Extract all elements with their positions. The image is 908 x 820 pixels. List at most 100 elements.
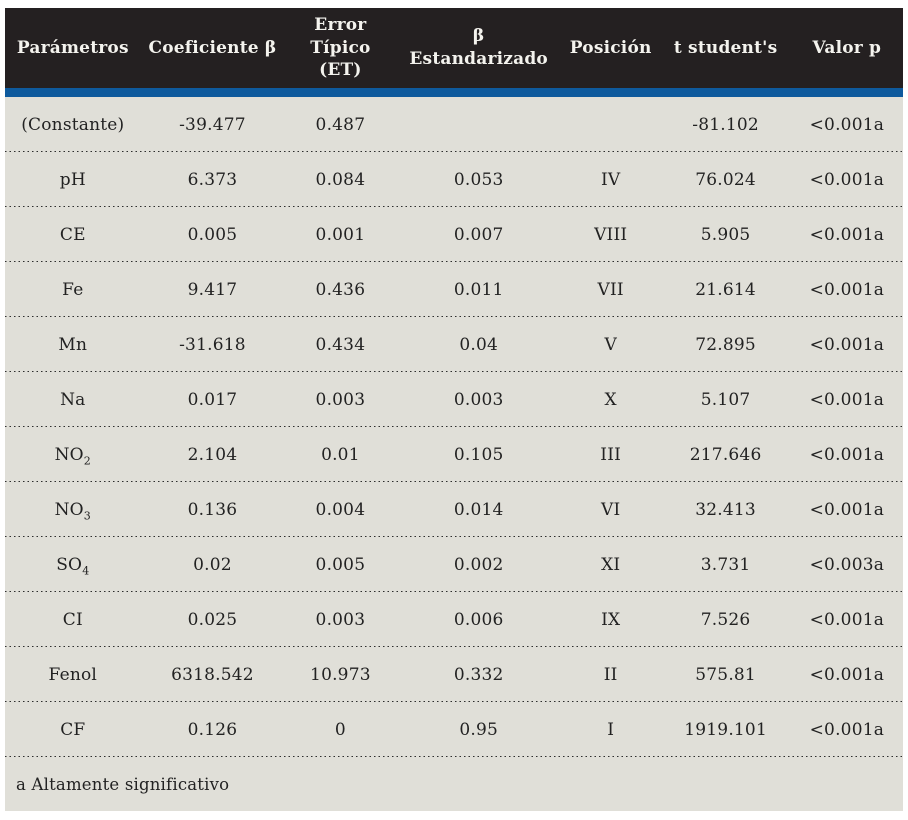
- table-row-mn: Mn -31.618 0.434 0.04 V 72.895 <0.001a: [5, 317, 903, 373]
- posicion-cell: VI: [600, 499, 621, 520]
- posicion-cell: XI: [601, 554, 621, 575]
- p-cell: <0.001a: [809, 609, 885, 630]
- param-cell: Na: [5, 390, 141, 410]
- t-cell: 5.905: [700, 224, 751, 245]
- beta-std-cell: 0.006: [453, 609, 504, 630]
- table-row-na: Na 0.017 0.003 0.003 X 5.107 <0.001a: [5, 372, 903, 428]
- posicion-cell: II: [603, 664, 618, 685]
- table-row-no2: NO2 2.104 0.01 0.105 III 217.646 <0.001a: [5, 427, 903, 483]
- posicion-cell: VIII: [594, 224, 628, 245]
- table-body: (Constante) -39.477 0.487 -81.102 <0.001…: [5, 97, 903, 811]
- et-cell: 0.005: [315, 554, 366, 575]
- param-subscript: 4: [82, 563, 90, 577]
- param-label: NO: [54, 499, 84, 520]
- table-row-ce: CE 0.005 0.001 0.007 VIII 5.905 <0.001a: [5, 207, 903, 263]
- table-header-row: Parámetros Coeficiente β Error Típico (E…: [5, 8, 903, 88]
- param-cell: NO3: [5, 499, 141, 522]
- param-cell: CE: [5, 225, 141, 245]
- table-row-cf: CF 0.126 0 0.95 I 1919.101 <0.001a: [5, 702, 903, 758]
- param-label: CE: [59, 224, 86, 245]
- posicion-cell: I: [607, 719, 615, 740]
- t-cell: 575.81: [695, 664, 756, 685]
- t-cell: 21.614: [695, 279, 756, 300]
- col-header-valor-p: Valor p: [812, 37, 882, 58]
- beta-std-cell: 0.95: [459, 719, 498, 740]
- t-cell: 217.646: [689, 444, 762, 465]
- param-cell: (Constante): [5, 115, 141, 135]
- beta-std-cell: 0.332: [453, 664, 504, 685]
- t-cell: 76.024: [695, 169, 756, 190]
- posicion-cell: X: [604, 389, 617, 410]
- p-cell: <0.001a: [809, 499, 885, 520]
- t-cell: 7.526: [700, 609, 751, 630]
- p-cell: <0.001a: [809, 444, 885, 465]
- et-cell: 0.487: [315, 114, 366, 135]
- p-cell: <0.001a: [809, 114, 885, 135]
- et-cell: 0.436: [315, 279, 366, 300]
- param-cell: NO2: [5, 444, 141, 466]
- et-cell: 0.084: [315, 169, 366, 190]
- p-cell: <0.001a: [809, 224, 885, 245]
- coef-cell: 6318.542: [171, 664, 254, 685]
- posicion-cell: V: [604, 334, 617, 355]
- coef-cell: 9.417: [187, 279, 238, 300]
- beta-std-cell: 0.007: [453, 224, 504, 245]
- param-label: CI: [62, 609, 83, 630]
- coef-cell: 6.373: [187, 169, 238, 190]
- t-cell: -81.102: [692, 114, 759, 135]
- param-label: pH: [59, 169, 86, 190]
- param-cell: Mn: [5, 335, 141, 355]
- col-header-error-tipico: Error Típico (ET): [310, 14, 371, 81]
- p-cell: <0.001a: [809, 719, 885, 740]
- col-header-parametros: Parámetros: [16, 37, 129, 58]
- coef-cell: 0.025: [187, 609, 238, 630]
- p-cell: <0.001a: [809, 279, 885, 300]
- coef-cell: 0.005: [187, 224, 238, 245]
- beta-std-cell: 0.002: [453, 554, 504, 575]
- p-cell: <0.001a: [809, 334, 885, 355]
- beta-std-cell: 0.003: [453, 389, 504, 410]
- footnote-text: a Altamente significativo: [16, 774, 230, 794]
- t-cell: 3.731: [700, 554, 751, 575]
- param-label: Fe: [62, 279, 84, 300]
- p-cell: <0.001a: [809, 389, 885, 410]
- t-cell: 72.895: [695, 334, 756, 355]
- beta-std-cell: 0.011: [453, 279, 504, 300]
- col-header-coeficiente-beta: Coeficiente β: [148, 37, 277, 58]
- beta-std-cell: 0.053: [453, 169, 504, 190]
- param-subscript: 3: [83, 508, 91, 522]
- beta-std-cell: 0.105: [453, 444, 504, 465]
- p-cell: <0.001a: [809, 169, 885, 190]
- param-label: SO: [56, 554, 83, 575]
- table-row-fenol: Fenol 6318.542 10.973 0.332 II 575.81 <0…: [5, 647, 903, 703]
- beta-std-cell: 0.04: [459, 334, 498, 355]
- posicion-cell: IV: [600, 169, 621, 190]
- p-cell: <0.001a: [809, 664, 885, 685]
- et-cell: 0.001: [315, 224, 366, 245]
- table-row-no3: NO3 0.136 0.004 0.014 VI 32.413 <0.001a: [5, 482, 903, 538]
- t-cell: 32.413: [695, 499, 756, 520]
- et-cell: 0.01: [321, 444, 360, 465]
- coef-cell: -31.618: [179, 334, 246, 355]
- coef-cell: 0.017: [187, 389, 238, 410]
- et-cell: 0.003: [315, 609, 366, 630]
- table-row-fe: Fe 9.417 0.436 0.011 VII 21.614 <0.001a: [5, 262, 903, 318]
- param-cell: CI: [5, 610, 141, 630]
- param-cell: Fenol: [5, 665, 141, 685]
- t-cell: 1919.101: [684, 719, 767, 740]
- coef-cell: 0.126: [187, 719, 238, 740]
- param-label: Na: [60, 389, 86, 410]
- param-cell: pH: [5, 170, 141, 190]
- et-cell: 10.973: [310, 664, 371, 685]
- param-label: (Constante): [21, 114, 125, 135]
- header-accent-bar: [5, 88, 903, 97]
- posicion-cell: III: [600, 444, 622, 465]
- table-footnote: a Altamente significativo: [5, 757, 903, 811]
- coef-cell: 0.02: [193, 554, 232, 575]
- regression-table: Parámetros Coeficiente β Error Típico (E…: [5, 8, 903, 811]
- param-label: NO: [54, 444, 84, 465]
- param-cell: Fe: [5, 280, 141, 300]
- table-row-ci: CI 0.025 0.003 0.006 IX 7.526 <0.001a: [5, 592, 903, 648]
- param-label: Mn: [58, 334, 88, 355]
- col-header-posicion: Posición: [569, 37, 652, 58]
